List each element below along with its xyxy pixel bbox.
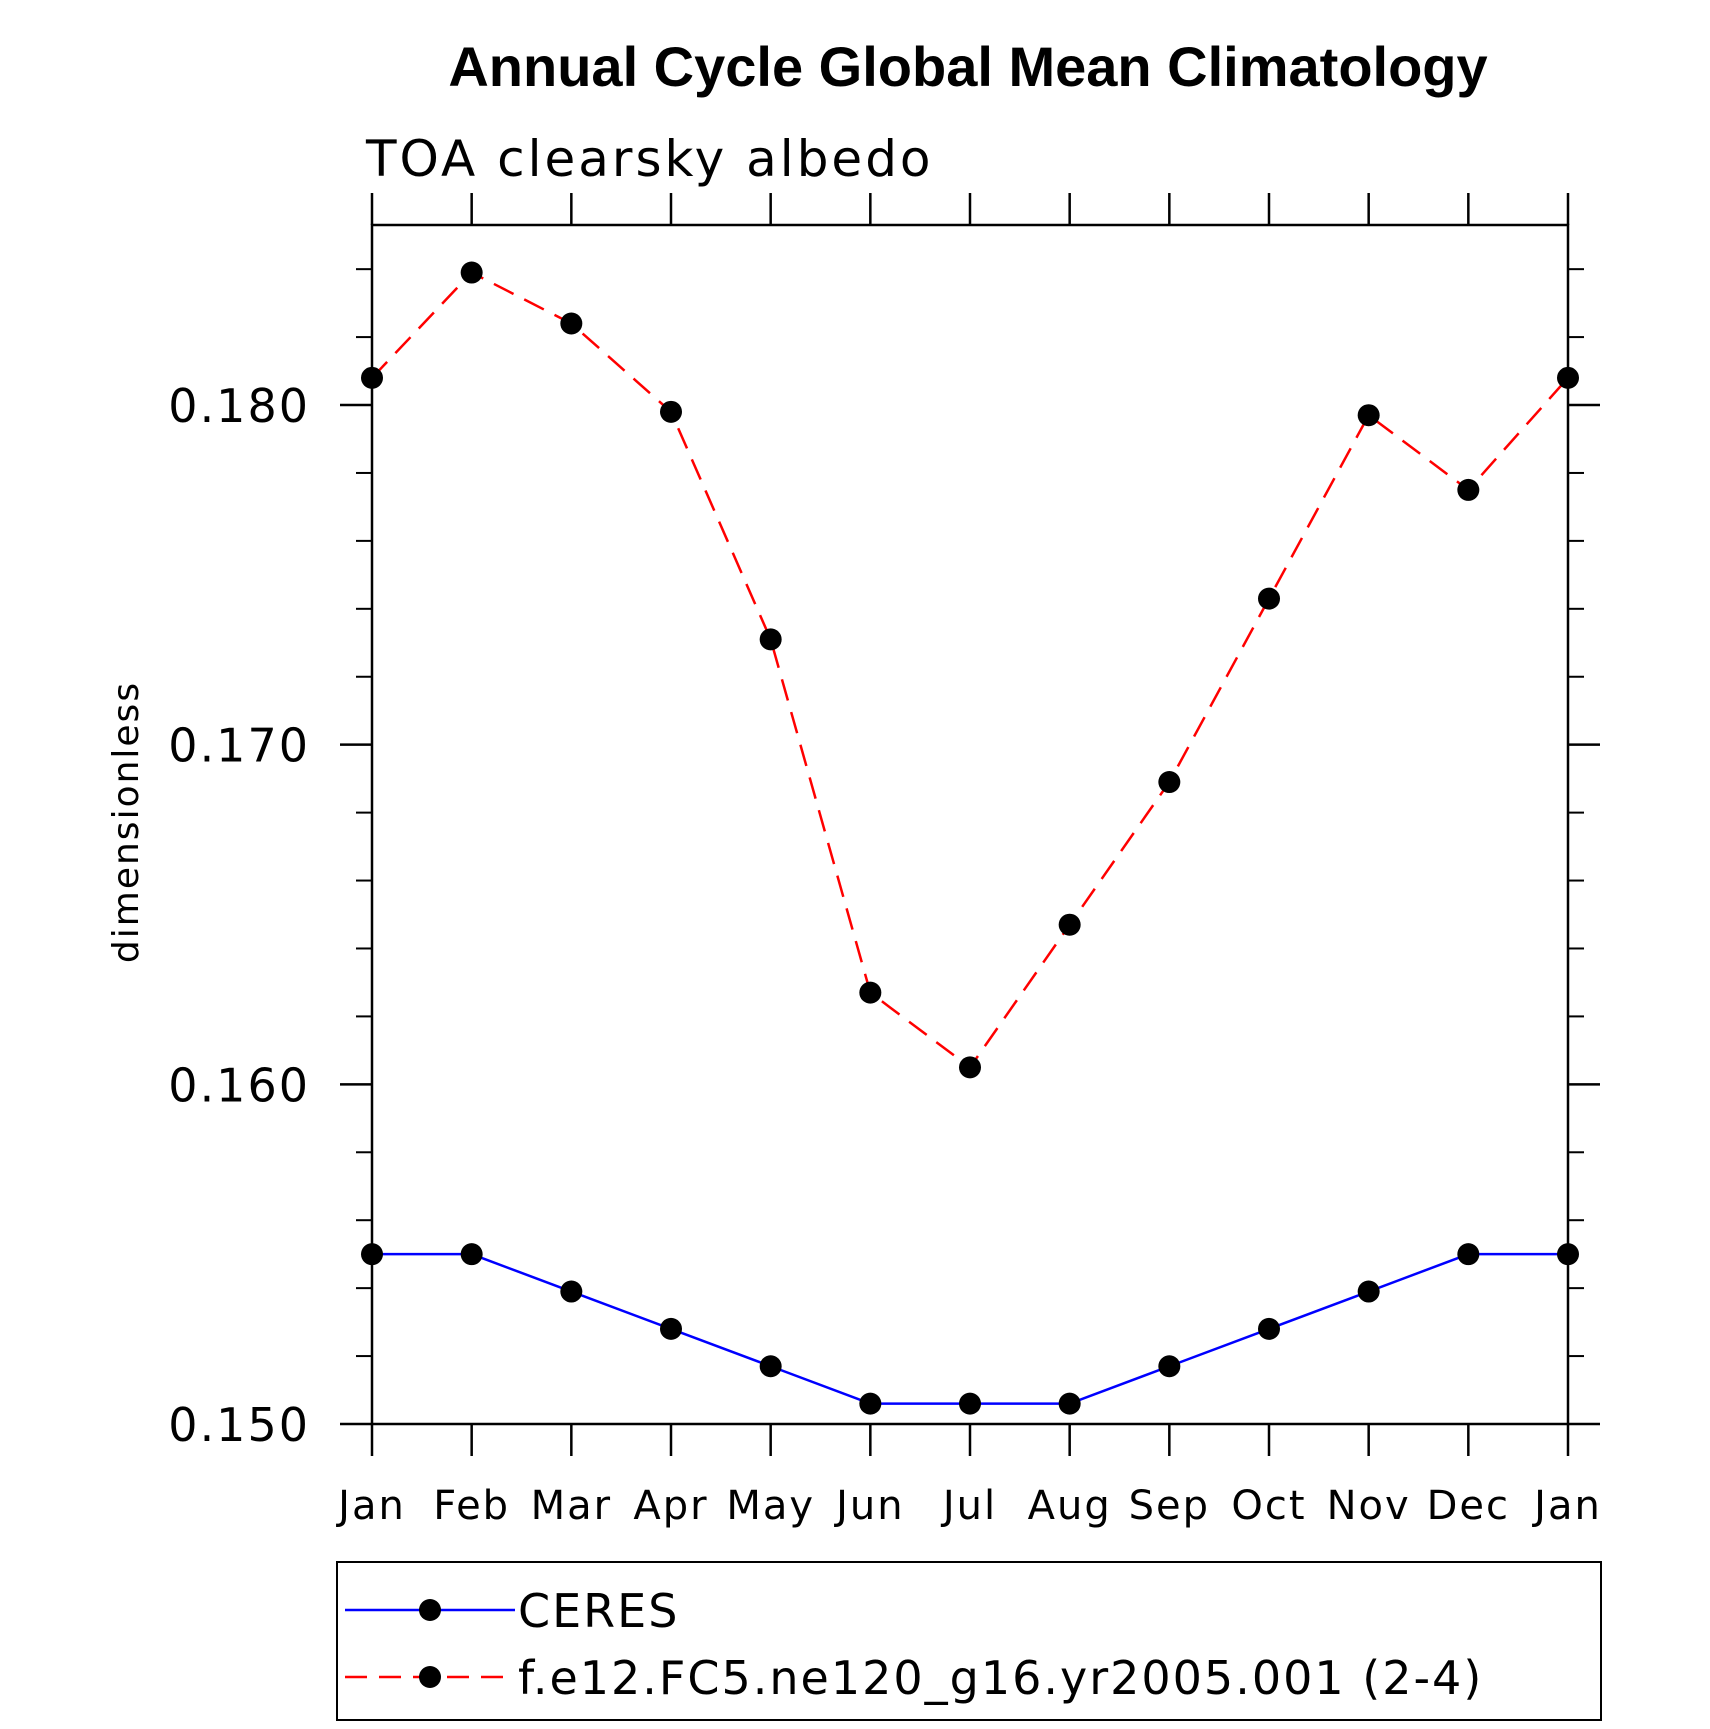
axis-ticks — [340, 193, 1600, 1456]
x-tick-label: Jan — [1531, 1483, 1602, 1529]
x-tick-label: Jul — [940, 1483, 997, 1529]
data-point — [1058, 1392, 1081, 1415]
data-point — [460, 261, 483, 284]
x-tick-label: Mar — [531, 1483, 612, 1529]
x-tick-label: May — [726, 1483, 815, 1529]
data-point — [1457, 1243, 1480, 1266]
data-point — [1557, 1243, 1579, 1266]
series-0 — [361, 1243, 1579, 1415]
data-point — [1258, 1317, 1280, 1340]
series-layer — [361, 261, 1579, 1415]
x-tick-label: Dec — [1427, 1483, 1510, 1529]
data-point — [560, 312, 583, 335]
x-tick-label: Oct — [1231, 1483, 1306, 1529]
x-tick-label: Apr — [633, 1483, 708, 1529]
legend: CERES f.e12.FC5.ne120_g16.yr2005.001 (2-… — [336, 1561, 1602, 1721]
data-point — [1357, 404, 1380, 427]
x-tick-label: Jun — [833, 1483, 905, 1529]
data-point — [361, 1243, 383, 1266]
data-point — [759, 1355, 782, 1378]
data-point — [859, 981, 882, 1004]
data-point — [361, 366, 383, 389]
data-point — [1258, 587, 1280, 610]
data-point — [460, 1243, 483, 1266]
legend-label-model: f.e12.FC5.ne120_g16.yr2005.001 (2-4) — [518, 1651, 1483, 1705]
x-tick-label: Nov — [1327, 1483, 1411, 1529]
series-line — [371, 271, 1569, 1070]
chart-subtitle: TOA clearsky albedo — [365, 130, 934, 188]
data-point — [1457, 478, 1480, 501]
y-tick-label: 0.160 — [168, 1058, 310, 1112]
series-line — [372, 1252, 1568, 1405]
legend-marker-ceres — [419, 1599, 441, 1621]
data-point — [1557, 366, 1579, 389]
chart-title: Annual Cycle Global Mean Climatology — [448, 35, 1487, 98]
data-point — [759, 628, 782, 651]
y-tick-label: 0.170 — [168, 719, 310, 773]
data-point — [859, 1392, 882, 1415]
x-tick-label: Aug — [1028, 1483, 1112, 1529]
data-point — [1158, 1355, 1181, 1378]
x-tick-label: Feb — [433, 1483, 510, 1529]
legend-box — [336, 1561, 1602, 1721]
data-point — [1058, 913, 1081, 936]
y-tick-label: 0.180 — [168, 379, 310, 433]
data-point — [1158, 771, 1181, 794]
data-point — [560, 1280, 583, 1303]
legend-label-ceres: CERES — [518, 1584, 679, 1638]
axis-tick-labels: Jan Feb Mar Apr May Jun Jul Aug Sep Oct Nov Dec Jan 0… — [168, 379, 1602, 1529]
series-1 — [361, 261, 1579, 1079]
plot-area-border — [370, 223, 1570, 1426]
x-tick-label: Jan — [335, 1483, 406, 1529]
legend-marker-model — [419, 1666, 441, 1688]
data-point — [660, 1317, 682, 1340]
x-tick-label: Sep — [1129, 1483, 1210, 1529]
plot-frame — [370, 223, 1570, 1426]
data-point — [959, 1392, 981, 1415]
data-point — [1357, 1280, 1380, 1303]
data-point — [959, 1056, 981, 1079]
y-tick-label: 0.150 — [168, 1398, 310, 1452]
data-point — [660, 400, 682, 423]
y-axis-label: dimensionless — [106, 681, 147, 963]
